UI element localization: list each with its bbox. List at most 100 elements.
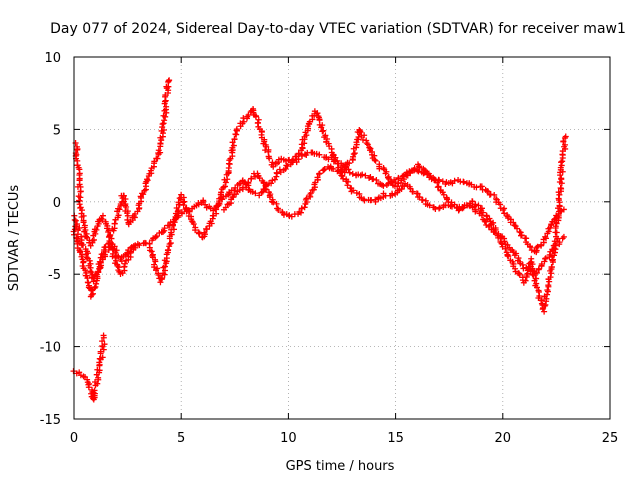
data-point	[409, 188, 416, 195]
data-point	[270, 199, 277, 206]
data-point	[162, 97, 169, 104]
data-point	[136, 242, 143, 249]
data-point	[96, 258, 103, 265]
data-point	[266, 155, 273, 162]
data-point	[426, 202, 433, 209]
y-tick-label: -5	[48, 268, 61, 283]
y-tick-label: 5	[53, 123, 61, 138]
data-point	[533, 244, 540, 251]
data-point	[380, 182, 387, 189]
data-point	[558, 175, 565, 182]
x-tick-label: 5	[177, 431, 185, 446]
data-point	[100, 332, 107, 339]
data-point	[236, 187, 243, 194]
data-point	[482, 218, 489, 225]
data-point	[522, 277, 529, 284]
data-point	[415, 168, 422, 175]
data-point	[86, 257, 93, 264]
data-point	[481, 217, 488, 224]
x-tick-label: 15	[387, 431, 404, 446]
data-point	[453, 204, 460, 211]
data-point	[548, 263, 555, 270]
data-point	[479, 209, 486, 216]
data-point	[562, 133, 569, 140]
data-point	[350, 153, 357, 160]
data-point	[556, 239, 563, 246]
data-point	[273, 169, 280, 176]
data-point	[350, 187, 357, 194]
data-point	[472, 208, 479, 215]
data-point	[427, 172, 434, 179]
data-point	[102, 243, 109, 250]
data-point	[547, 224, 554, 231]
data-point	[416, 164, 423, 171]
data-point	[214, 202, 221, 209]
data-point	[533, 284, 540, 291]
y-tick-label: 10	[44, 51, 61, 66]
data-point	[90, 290, 97, 297]
data-point	[252, 190, 259, 197]
data-point	[324, 136, 331, 143]
data-point	[100, 250, 107, 257]
data-point	[527, 244, 534, 251]
x-tick-label: 10	[280, 431, 297, 446]
data-point	[520, 265, 527, 272]
data-point	[534, 269, 541, 276]
data-point	[124, 210, 131, 217]
data-point	[455, 207, 462, 214]
data-point	[371, 156, 378, 163]
data-point	[403, 171, 410, 178]
data-point	[166, 77, 173, 84]
data-point	[83, 233, 90, 240]
data-point	[361, 132, 368, 139]
data-point	[101, 341, 108, 348]
data-point	[203, 225, 210, 232]
data-point	[372, 157, 379, 164]
data-point	[345, 166, 352, 173]
data-point	[321, 166, 328, 173]
data-point	[316, 170, 323, 177]
data-point	[389, 192, 396, 199]
data-point	[542, 255, 549, 262]
data-point	[500, 207, 507, 214]
data-point	[231, 136, 238, 143]
data-point	[163, 103, 170, 110]
data-point	[539, 306, 546, 313]
y-axis-label: SDTVAR / TECUs	[7, 185, 22, 292]
data-point	[195, 230, 202, 237]
data-point	[201, 229, 208, 236]
data-point	[549, 256, 556, 263]
y-tick-label: -10	[40, 341, 61, 356]
data-point	[167, 240, 174, 247]
data-point	[99, 338, 106, 345]
data-point	[440, 191, 447, 198]
data-point	[384, 174, 391, 181]
data-point	[114, 262, 121, 269]
data-point	[552, 242, 559, 249]
data-point	[77, 188, 84, 195]
data-point	[270, 163, 277, 170]
data-point	[288, 213, 295, 220]
data-point	[275, 206, 282, 213]
data-point	[91, 285, 98, 292]
data-point	[394, 183, 401, 190]
data-point	[332, 154, 339, 161]
data-point	[486, 215, 493, 222]
data-point	[152, 234, 159, 241]
data-point	[94, 269, 101, 276]
data-point	[338, 172, 345, 179]
data-point	[301, 204, 308, 211]
data-point	[478, 212, 485, 219]
data-point	[320, 166, 327, 173]
data-point	[460, 179, 467, 186]
data-point	[192, 227, 199, 234]
data-point	[473, 184, 480, 191]
data-point	[159, 121, 166, 128]
data-point	[222, 183, 229, 190]
data-point	[346, 160, 353, 167]
data-point	[558, 159, 565, 166]
data-point	[143, 176, 150, 183]
data-point	[359, 171, 366, 178]
data-point	[90, 236, 97, 243]
data-point	[213, 210, 220, 217]
